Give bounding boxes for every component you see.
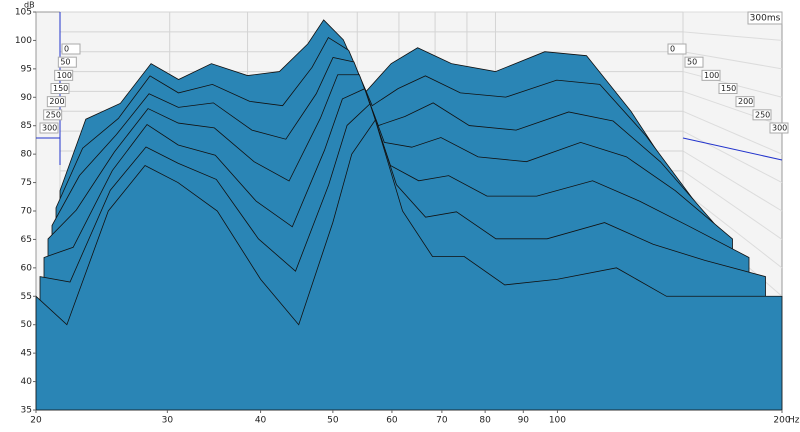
y-tick-label: 45 (21, 349, 32, 359)
depth-label: 0 (64, 45, 69, 54)
depth-label: 200 (738, 97, 753, 106)
grid-line (682, 150, 783, 212)
depth-label-box (54, 69, 74, 81)
depth-label: 300 (772, 124, 787, 133)
y-tick-label: 90 (21, 93, 33, 103)
depth-label-box (667, 43, 687, 55)
depth-title: 300ms (750, 14, 781, 24)
depth-label: 250 (755, 110, 770, 119)
depth-label: 150 (721, 84, 736, 93)
y-unit: dB (24, 1, 35, 10)
depth-label: 0 (670, 45, 675, 54)
depth-label-box (50, 83, 70, 94)
y-tick-label: 85 (21, 121, 32, 131)
x-tick-label: 30 (162, 416, 174, 426)
depth-label-box (769, 122, 789, 134)
x-tick-label: 90 (518, 416, 530, 426)
depth-title-box (747, 11, 783, 25)
depth-label-box (43, 109, 63, 121)
grid-line (682, 190, 783, 269)
depth-label: 150 (53, 84, 68, 93)
depth-label: 50 (60, 58, 70, 67)
x-tick-label: 100 (549, 416, 566, 426)
waterfall-slice (35, 119, 783, 411)
depth-label-box (57, 56, 77, 68)
depth-label-box (718, 83, 738, 94)
grid-line (682, 170, 783, 240)
y-tick-label: 105 (15, 8, 32, 18)
x-tick-label: 50 (327, 416, 339, 426)
depth-label: 100 (57, 71, 72, 80)
depth-label: 100 (704, 71, 719, 80)
x-tick-label: 70 (436, 416, 448, 426)
grid-line (682, 110, 783, 155)
y-tick-label: 60 (21, 263, 33, 273)
axis-line (682, 137, 783, 161)
y-tick-label: 95 (21, 64, 32, 74)
y-tick-label: 40 (21, 377, 33, 387)
depth-label: 200 (49, 97, 64, 106)
depth-label-box (46, 96, 66, 108)
depth-label: 250 (46, 110, 61, 119)
depth-label: 50 (687, 58, 697, 67)
depth-label-box (39, 122, 59, 134)
y-tick-label: 35 (21, 406, 32, 416)
depth-label: 300 (42, 124, 57, 133)
grid-line (682, 130, 783, 184)
x-tick-label: 20 (30, 416, 42, 426)
x-tick-label: 80 (479, 416, 491, 426)
x-tick-label: 60 (386, 416, 398, 426)
depth-label-box (61, 43, 81, 55)
y-tick-label: 50 (21, 320, 33, 330)
x-tick-label: 200 (773, 416, 790, 426)
depth-label-box (684, 56, 704, 68)
x-unit: Hz (788, 416, 800, 426)
x-tick-label: 40 (255, 416, 267, 426)
depth-label-box (701, 69, 721, 81)
y-tick-label: 80 (21, 150, 33, 160)
y-tick-label: 75 (21, 178, 32, 188)
y-tick-label: 100 (15, 36, 32, 46)
y-tick-label: 55 (21, 292, 32, 302)
y-tick-label: 70 (21, 207, 33, 217)
y-tick-label: 65 (21, 235, 32, 245)
depth-label-box (752, 109, 772, 121)
grid-line (682, 31, 783, 41)
grid-line (682, 51, 783, 70)
depth-label-box (735, 96, 755, 108)
